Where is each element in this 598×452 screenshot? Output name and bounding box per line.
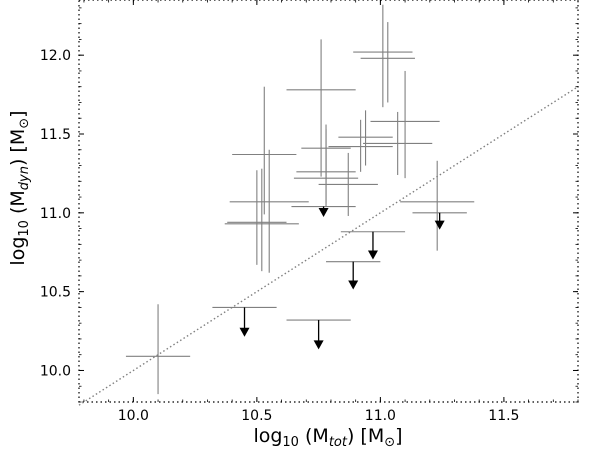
x-tick-label: 11.0 [365,408,396,424]
data-point [338,110,393,166]
y-tick-label: 11.5 [40,127,71,143]
arrow-head [239,327,250,337]
x-tick-label: 10.5 [241,408,272,424]
plot-border [78,0,579,403]
axis-ticks: 10.0 10.5 11.0 11.5 10.0 10.5 11.0 11.5 12.0 [40,0,579,424]
x-tick-label: 10.0 [118,408,149,424]
data-point [301,129,351,180]
data-point [224,168,299,272]
data-point [286,39,356,177]
data-point [318,152,378,216]
data-point [360,22,415,103]
y-tick-label: 10.5 [40,285,71,301]
data-point [229,149,309,273]
data-point [370,70,440,179]
data-point [125,304,191,395]
error-bars [125,4,475,395]
arrow-head [348,280,359,290]
upper-limit [340,231,406,260]
upper-limits [212,205,467,350]
data-point [363,111,433,175]
x-axis-label: log10 (Mtot) [M⊙] [253,425,402,450]
data-point [232,86,297,215]
upper-limit [326,261,381,290]
data-point [328,119,393,172]
upper-limit [291,205,356,217]
upper-limit [412,212,467,230]
y-axis-label: log10 (Mdyn) [M⊙] [7,110,32,265]
plot-frame [78,0,579,403]
arrow-head [313,340,324,350]
upper-limit [286,319,351,350]
x-tick-label: 11.5 [488,408,519,424]
arrow-head [434,220,445,230]
data-point [400,160,475,251]
arrow-head [367,250,378,260]
upper-limit [212,306,277,337]
one-to-one-line [78,86,579,406]
arrow-head [318,207,329,217]
y-tick-label: 12.0 [40,48,71,64]
y-tick-label: 11.0 [40,206,71,222]
data-point [353,4,413,108]
y-tick-label: 10.0 [40,363,71,379]
data-point [227,170,287,265]
dotted-line [78,86,579,406]
